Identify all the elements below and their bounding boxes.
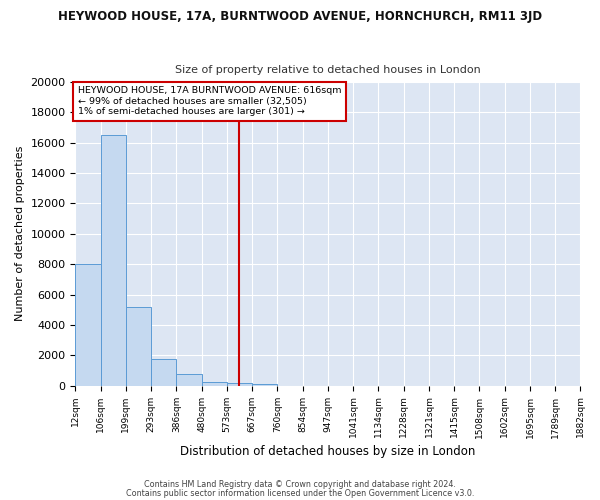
Bar <box>176 374 202 386</box>
Bar <box>202 382 227 386</box>
Bar <box>253 384 277 386</box>
Bar <box>151 359 176 386</box>
Bar <box>76 264 101 386</box>
Bar <box>126 306 151 386</box>
X-axis label: Distribution of detached houses by size in London: Distribution of detached houses by size … <box>180 444 476 458</box>
Text: Contains public sector information licensed under the Open Government Licence v3: Contains public sector information licen… <box>126 488 474 498</box>
Y-axis label: Number of detached properties: Number of detached properties <box>15 146 25 322</box>
Text: HEYWOOD HOUSE, 17A BURNTWOOD AVENUE: 616sqm
← 99% of detached houses are smaller: HEYWOOD HOUSE, 17A BURNTWOOD AVENUE: 616… <box>77 86 341 116</box>
Bar <box>227 382 253 386</box>
Title: Size of property relative to detached houses in London: Size of property relative to detached ho… <box>175 66 481 76</box>
Text: Contains HM Land Registry data © Crown copyright and database right 2024.: Contains HM Land Registry data © Crown c… <box>144 480 456 489</box>
Bar <box>101 135 126 386</box>
Text: HEYWOOD HOUSE, 17A, BURNTWOOD AVENUE, HORNCHURCH, RM11 3JD: HEYWOOD HOUSE, 17A, BURNTWOOD AVENUE, HO… <box>58 10 542 23</box>
